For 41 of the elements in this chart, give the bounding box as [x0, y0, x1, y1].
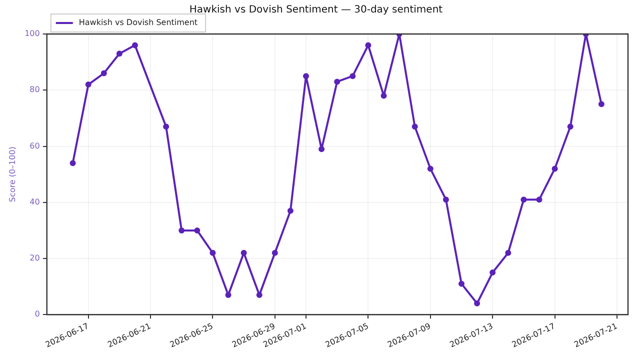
point: [194, 227, 200, 234]
point: [458, 280, 464, 287]
y-tick-label: 0: [34, 310, 40, 319]
point: [303, 73, 310, 80]
point: [116, 50, 122, 57]
point: [505, 250, 512, 256]
point: [520, 196, 527, 203]
point: [598, 101, 604, 108]
y-tick-label: 60: [30, 141, 40, 150]
point: [100, 70, 107, 76]
y-tick-label: 80: [30, 85, 40, 94]
y-tick-label: 20: [30, 254, 40, 263]
point: [287, 208, 294, 214]
point: [442, 196, 449, 203]
point: [552, 166, 558, 172]
y-tick-label: 40: [30, 197, 40, 206]
point: [256, 292, 262, 298]
point: [334, 78, 340, 85]
point: [474, 300, 480, 306]
point: [272, 250, 278, 256]
point: [380, 92, 387, 99]
point: [536, 196, 542, 203]
point: [365, 42, 372, 48]
chart-title: Hawkish vs Dovish Sentiment — 30-day sentiment: [189, 4, 443, 16]
point: [412, 124, 418, 130]
point: [163, 124, 170, 130]
legend-label: Hawkish vs Dovish Sentiment: [78, 18, 198, 28]
point: [225, 292, 232, 298]
point: [350, 73, 356, 80]
point: [490, 270, 496, 276]
point: [567, 124, 574, 130]
y-axis-title: Score (0–100): [8, 146, 17, 202]
point: [240, 250, 247, 256]
point: [70, 160, 76, 166]
point: [85, 82, 92, 88]
point: [318, 146, 325, 152]
point: [132, 42, 138, 48]
point: [427, 166, 434, 172]
point: [178, 227, 185, 234]
point: [210, 250, 216, 256]
y-tick-label: 100: [24, 29, 40, 38]
